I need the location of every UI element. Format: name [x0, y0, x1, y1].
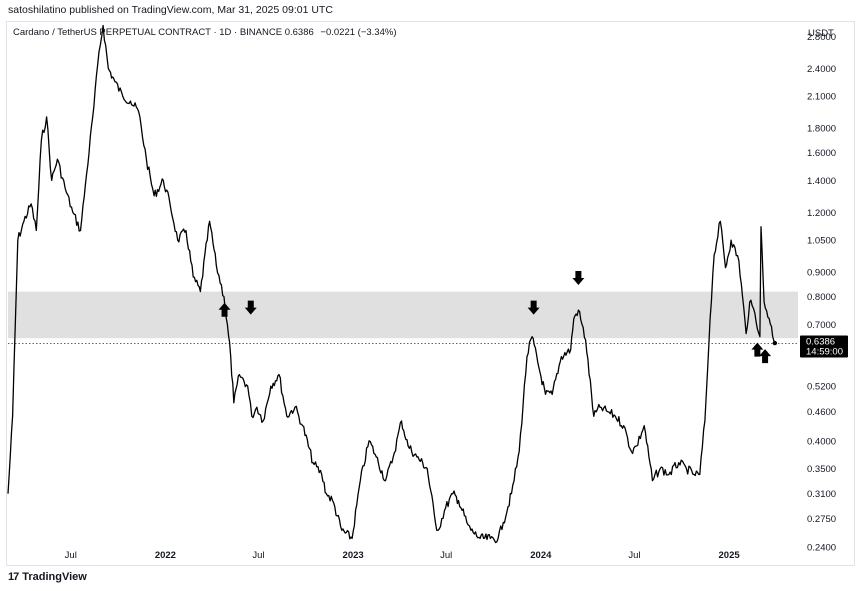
x-tick-label: 2025	[719, 550, 741, 561]
y-tick-label: 1.8000	[807, 124, 836, 135]
y-tick-label: 2.4000	[807, 64, 836, 75]
y-tick-label: 2.8000	[807, 32, 836, 43]
y-tick-label: 0.8000	[807, 292, 836, 303]
arrow-down-marker	[572, 271, 585, 286]
axis-unit: USDT	[808, 28, 834, 39]
arrow-up-marker	[751, 342, 764, 357]
y-tick-label: 0.5200	[807, 382, 836, 393]
chart-frame	[6, 21, 855, 566]
x-tick-label: Jul	[440, 550, 452, 561]
x-tick-label: 2022	[155, 550, 176, 561]
y-tick-label: 0.2400	[807, 542, 836, 553]
y-tick-label: 0.3100	[807, 489, 836, 500]
tradingview-logo-icon: 17	[8, 571, 19, 583]
legend-price: 0.6386	[284, 27, 314, 38]
y-tick-label: 0.4600	[807, 407, 836, 418]
logo-text: TradingView	[22, 571, 87, 583]
publish-info: satoshilatino published on TradingView.c…	[8, 4, 333, 16]
chart-legend: Cardano / TetherUS PERPETUAL CONTRACT · …	[13, 27, 396, 38]
x-tick-label: Jul	[252, 550, 264, 561]
y-tick-label: 0.9000	[807, 268, 836, 279]
y-tick-label: 0.7000	[807, 320, 836, 331]
legend-change: −0.0221 (−3.34%)	[320, 27, 397, 38]
price-axis-label-bg	[800, 335, 848, 358]
x-tick-label: Jul	[628, 550, 640, 561]
price-line	[7, 24, 776, 544]
support-zone	[8, 291, 798, 339]
y-tick-label: 0.2750	[807, 514, 836, 525]
y-tick-label: 0.3500	[807, 464, 836, 475]
y-tick-label: 2.1000	[807, 92, 836, 103]
arrow-up-marker	[218, 302, 231, 317]
price-countdown-label: 14:59:00	[806, 347, 843, 358]
arrow-up-marker	[759, 349, 772, 364]
x-tick-label: 2024	[530, 550, 552, 561]
last-price-dot	[772, 340, 778, 346]
y-tick-label: 0.4000	[807, 436, 836, 447]
price-axis-label: 0.6386	[806, 337, 835, 348]
arrow-down-marker	[244, 300, 257, 315]
x-tick-label: 2023	[343, 550, 364, 561]
y-tick-label: 1.4000	[807, 176, 836, 187]
y-tick-label: 1.6000	[807, 148, 836, 159]
tradingview-logo: 17 TradingView	[8, 571, 87, 583]
y-tick-label: 1.2000	[807, 208, 836, 219]
y-tick-label: 1.0500	[807, 236, 836, 247]
legend-symbol: Cardano / TetherUS PERPETUAL CONTRACT · …	[13, 27, 283, 38]
x-tick-label: Jul	[65, 550, 77, 561]
arrow-down-marker	[527, 300, 540, 315]
